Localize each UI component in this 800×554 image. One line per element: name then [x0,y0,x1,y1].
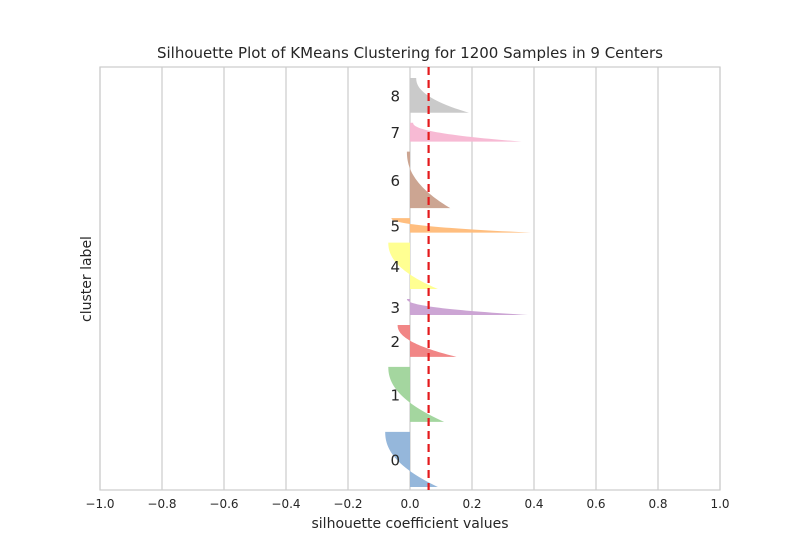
cluster-label-3: 3 [390,299,400,317]
silhouette-cluster-4 [388,242,438,290]
silhouette-cluster-5 [391,218,531,233]
x-tick-label: 0.6 [586,497,605,511]
x-tick-label: 0.4 [524,497,543,511]
x-tick-label: 0.2 [462,497,481,511]
x-tick-labels: −1.0 −0.8 −0.6 −0.4 −0.2 0.0 0.2 0.4 0.6 0.8 1.0 [85,497,729,511]
silhouette-cluster-0 [385,431,438,487]
x-tick-label: −0.8 [147,497,176,511]
silhouette-cluster-1 [388,366,445,422]
chart-title: Silhouette Plot of KMeans Clustering for… [157,44,663,62]
plot-frame [99,66,721,491]
cluster-label-2: 2 [390,333,400,351]
cluster-label-6: 6 [390,172,400,190]
x-tick-label: 0.0 [400,497,419,511]
y-axis-label: cluster label [79,236,95,322]
x-tick-label: −0.6 [209,497,238,511]
cluster-label-8: 8 [390,87,400,105]
cluster-label-5: 5 [390,217,400,235]
x-tick-label: 1.0 [710,497,729,511]
silhouette-cluster-3 [406,299,528,315]
cluster-labels: 0 1 2 3 4 5 6 7 8 [390,87,400,469]
cluster-label-7: 7 [390,124,400,142]
silhouette-cluster-6 [406,151,451,209]
silhouette-bars [385,78,531,487]
silhouette-cluster-7 [410,122,522,142]
x-tick-label: −0.4 [271,497,300,511]
cluster-label-1: 1 [390,386,400,404]
x-tick-label: −1.0 [85,497,114,511]
silhouette-cluster-8 [410,78,469,113]
x-tick-label: −0.2 [333,497,362,511]
cluster-label-0: 0 [390,451,400,469]
cluster-label-4: 4 [390,258,400,276]
silhouette-cluster-2 [397,324,457,357]
x-tick-label: 0.8 [648,497,667,511]
x-axis-label: silhouette coefficient values [312,516,509,532]
